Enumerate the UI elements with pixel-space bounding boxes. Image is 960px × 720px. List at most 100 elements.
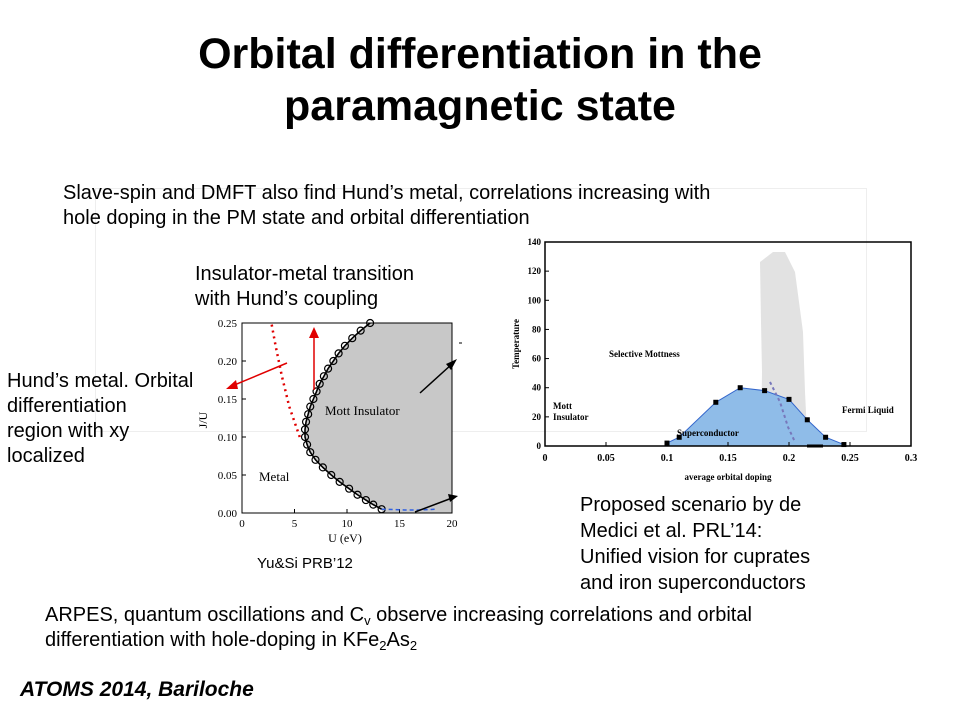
left-y-tick-label: 0.10 [218,432,238,444]
left-x-tick-label: 20 [447,518,459,530]
boundary-point [306,402,315,411]
boundary-point [353,490,362,499]
red-arrowhead-up [309,327,319,338]
black-arrow-top [419,363,453,394]
right-x-label: average orbital doping [685,472,772,482]
region-label-metal: Metal [259,469,290,484]
boundary-point [318,463,327,472]
low-j-boundary-line [381,508,437,511]
dome-point [823,434,829,440]
imt-line-2: with Hund’s coupling [195,288,379,310]
boundary-point [369,500,378,509]
proposed-annotation: Proposed scenario by de Medici et al. PR… [580,492,810,596]
boundary-point [306,448,315,457]
left-y-tick-label: 0.25 [218,318,238,330]
red-arrowhead-left [226,380,238,389]
boundary-point [334,349,343,358]
left-y-tick-label: 0.00 [218,508,238,520]
arpes-part-d: As [386,629,410,651]
hund-annotation: Hund’s metal. Orbital differentiation re… [7,369,193,469]
region-label-fermi: Fermi Liquid [842,405,894,415]
black-arrowhead-bottom [448,494,458,502]
boundary-point [309,394,318,404]
citation-left: Yu&Si PRB’12 [257,555,353,572]
boundary-point [348,334,357,343]
hund-line-3: region with xy [7,420,130,442]
arpes-sub-2b: 2 [409,638,418,653]
slide-title: Orbital differentiation in the paramagne… [0,28,960,132]
right-x-tick-label: 0.15 [719,453,737,464]
dome-point [762,388,768,394]
boundary-point [302,440,312,449]
mott-insulator-region [305,323,452,513]
dome-point [664,440,670,446]
boundary-point [300,425,310,434]
boundary-point [312,387,321,396]
dome-point [804,417,810,423]
arpes-part-b: observe increasing correlations and orbi… [370,604,752,626]
arpes-part-c: differentiation with hole-doping in KFe [45,629,380,651]
boundary-point [366,318,375,328]
region-label-mott-1: Mott [553,401,572,411]
boundary-point [319,372,328,381]
phase-diagram-right: 0 0.05 0.1 0.15 0.2 0.25 0.3 0 20 40 60 80 100 120 140… [511,237,917,482]
intro-line-1: Slave-spin and DMFT also find Hund’s met… [63,182,711,204]
hund-line-4: localized [7,445,85,467]
hund-crossover-line [270,322,301,438]
region-label-mott: Mott Insulator [325,403,400,418]
intro-line-2: hole doping in the PM state and orbital … [63,207,530,229]
black-arrow-bottom [414,497,453,513]
title-line-1: Orbital differentiation in the [198,30,762,78]
title-line-2: paramagnetic state [284,82,676,130]
boundary-point [345,484,354,493]
boundary-point [340,341,349,350]
arpes-line-1: ARPES, quantum oscillations and Cv obser… [45,603,752,628]
left-y-label: J/U [196,411,210,428]
dome-point [737,385,743,391]
selective-dashed-line [769,381,796,443]
left-y-tick-label: 0.20 [218,356,238,368]
imt-annotation: Insulator-metal transition with Hund’s c… [195,262,414,312]
intro-text: Slave-spin and DMFT also find Hund’s met… [63,181,710,231]
hund-line-2: differentiation [7,395,127,417]
boundary-point [304,410,313,419]
right-y-tick-label: 80 [532,324,542,334]
arpes-sub-v: v [364,613,371,628]
right-y-tick-label: 100 [528,295,542,305]
region-label-mott-2: Insulator [553,412,589,422]
region-label-selective: Selective Mottness [609,349,680,359]
red-arrow-left [231,362,288,387]
hund-line-1: Hund’s metal. Orbital [7,370,194,392]
right-x-tick-label: 0.25 [841,453,859,464]
left-x-tick-label: 15 [394,518,406,530]
right-x-tick-label: 0 [543,453,548,464]
left-x-tick-label: 5 [292,518,298,530]
right-x-tick-label: 0.05 [597,453,615,464]
right-y-tick-label: 140 [528,237,542,247]
dome-point [676,434,682,440]
footer-conference: ATOMS 2014, Bariloche [20,678,254,701]
background-box [95,188,867,432]
right-y-label: Temperature [511,319,521,369]
right-y-tick-label: 20 [532,412,542,422]
dome-markers [664,385,847,448]
left-y-tick-label: 0.15 [218,394,238,406]
boundary-point [301,417,311,426]
proposed-line-1: Proposed scenario by de [580,494,802,516]
right-y-tick-label: 40 [532,383,542,393]
arpes-text: ARPES, quantum oscillations and Cv obser… [45,603,752,653]
arpes-sub-2a: 2 [379,638,387,653]
boundary-point [356,326,365,335]
right-x-tick-label: 0.1 [661,453,674,464]
boundary-point [327,470,336,480]
left-x-tick-label: 0 [239,518,245,530]
dome-point [841,442,847,448]
boundary-point [335,477,344,486]
right-y-tick-label: 60 [532,354,542,364]
left-axis-ticks: 0 5 10 15 20 0.00 0.05 0.10 0.15 0.20 0.25 [218,318,458,530]
boundary-point [324,364,333,373]
boundary-point [361,495,370,505]
proposed-line-3: Unified vision for cuprates [580,546,811,568]
right-y-tick-label: 0 [537,441,542,451]
